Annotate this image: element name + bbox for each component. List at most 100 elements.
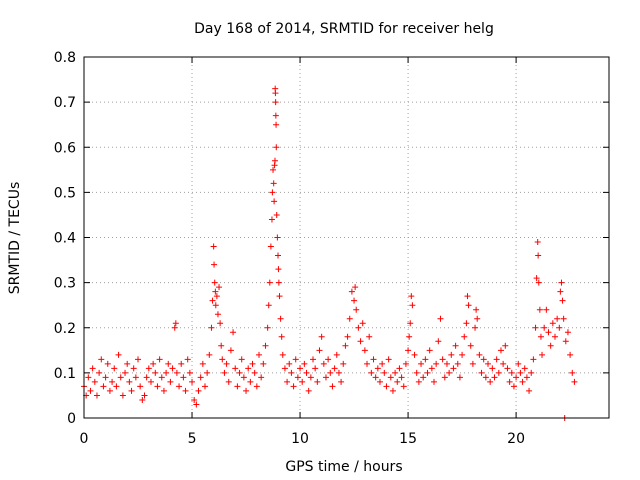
data-point xyxy=(346,315,353,322)
data-point xyxy=(102,374,109,381)
data-point xyxy=(556,324,563,331)
data-point xyxy=(109,378,116,385)
data-point xyxy=(541,324,548,331)
data-point xyxy=(310,356,317,363)
data-point xyxy=(476,351,483,358)
data-point xyxy=(167,378,174,385)
data-point xyxy=(528,369,535,376)
plot-frame xyxy=(83,56,610,419)
data-point xyxy=(253,383,260,390)
data-point xyxy=(303,369,310,376)
data-point xyxy=(467,342,474,349)
data-point xyxy=(318,333,325,340)
data-point xyxy=(464,293,471,300)
data-point xyxy=(307,374,314,381)
data-point xyxy=(389,387,396,394)
data-point xyxy=(182,387,189,394)
data-point xyxy=(532,324,539,331)
data-point xyxy=(376,378,383,385)
data-point xyxy=(152,369,159,376)
data-point xyxy=(515,360,522,367)
data-point xyxy=(115,351,122,358)
data-point xyxy=(169,365,176,372)
data-point xyxy=(93,392,100,399)
data-point xyxy=(519,378,526,385)
data-point xyxy=(171,324,178,331)
data-point xyxy=(193,401,200,408)
data-point xyxy=(277,315,284,322)
data-point xyxy=(559,297,566,304)
data-point xyxy=(433,360,440,367)
data-point xyxy=(435,338,442,345)
data-point xyxy=(216,284,223,291)
data-point xyxy=(456,374,463,381)
data-point xyxy=(342,342,349,349)
grid xyxy=(84,57,609,418)
data-point xyxy=(234,383,241,390)
data-point xyxy=(272,99,279,106)
data-point xyxy=(258,374,265,381)
data-point xyxy=(364,360,371,367)
data-point xyxy=(407,320,414,327)
data-point xyxy=(329,383,336,390)
data-point xyxy=(156,356,163,363)
data-point xyxy=(297,365,304,372)
data-point xyxy=(275,252,282,259)
data-point xyxy=(418,360,425,367)
data-point xyxy=(446,369,453,376)
data-point xyxy=(189,378,196,385)
data-point xyxy=(400,383,407,390)
data-point xyxy=(294,374,301,381)
data-point xyxy=(454,360,461,367)
data-point xyxy=(359,320,366,327)
data-point xyxy=(272,90,279,97)
data-point xyxy=(351,297,358,304)
data-point xyxy=(543,306,550,313)
data-point xyxy=(508,369,515,376)
data-point xyxy=(212,288,219,295)
data-point xyxy=(208,324,215,331)
data-point xyxy=(396,365,403,372)
data-point xyxy=(545,329,552,336)
data-point xyxy=(104,360,111,367)
data-point xyxy=(557,288,564,295)
y-tick-label: 0.2 xyxy=(54,321,76,337)
data-point xyxy=(316,347,323,354)
data-point xyxy=(314,378,321,385)
data-point xyxy=(459,351,466,358)
data-point xyxy=(128,387,135,394)
data-point xyxy=(245,365,252,372)
data-point xyxy=(206,351,213,358)
data-point xyxy=(366,333,373,340)
data-point xyxy=(150,360,157,367)
data-point xyxy=(327,369,334,376)
data-point xyxy=(333,351,340,358)
data-point xyxy=(288,369,295,376)
data-point xyxy=(450,365,457,372)
data-point xyxy=(195,387,202,394)
data-point xyxy=(383,383,390,390)
data-point xyxy=(124,360,131,367)
data-point xyxy=(91,378,98,385)
data-point xyxy=(500,360,507,367)
data-point xyxy=(352,284,359,291)
data-point xyxy=(504,365,511,372)
data-point xyxy=(135,356,142,363)
data-point xyxy=(424,369,431,376)
data-point xyxy=(180,374,187,381)
data-point xyxy=(211,261,218,268)
data-point xyxy=(322,374,329,381)
data-point xyxy=(530,356,537,363)
data-point xyxy=(122,369,129,376)
data-point xyxy=(402,360,409,367)
data-point xyxy=(474,315,481,322)
data-point xyxy=(106,387,113,394)
data-point xyxy=(452,342,459,349)
data-point xyxy=(305,387,312,394)
data-point xyxy=(502,342,509,349)
data-point xyxy=(281,365,288,372)
data-point xyxy=(147,378,154,385)
data-point xyxy=(270,166,277,173)
data-point xyxy=(385,356,392,363)
data-point xyxy=(186,369,193,376)
